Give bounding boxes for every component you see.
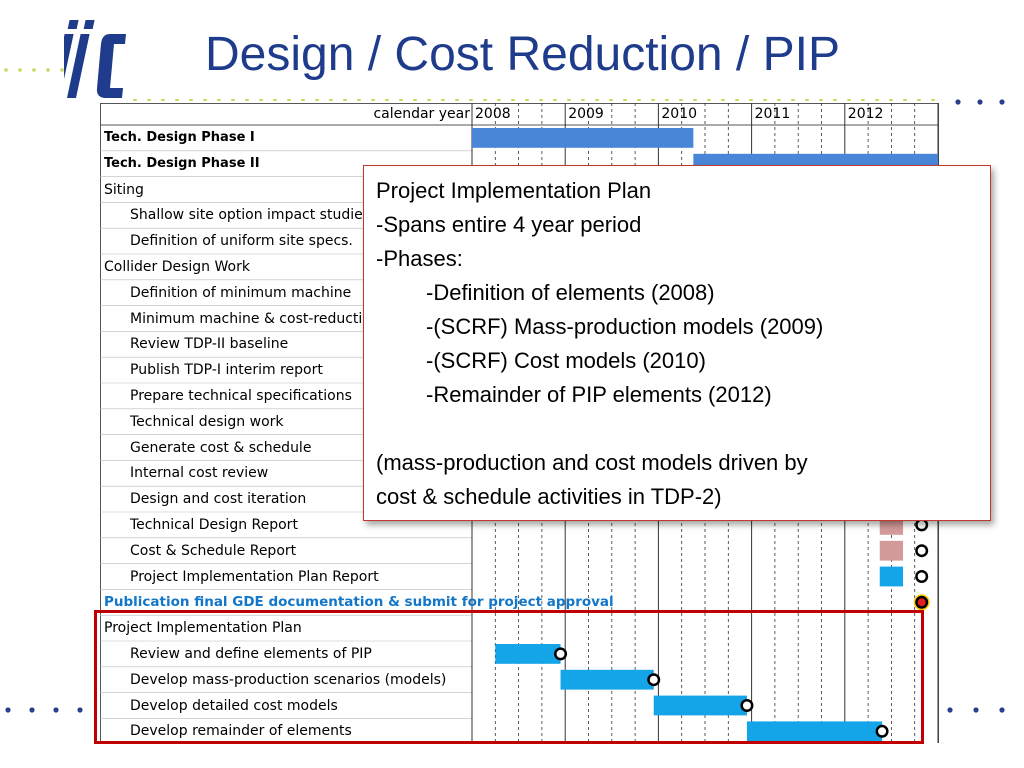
gantt-bar <box>879 566 904 587</box>
year-label: 2011 <box>754 106 791 122</box>
ilc-logo <box>50 18 144 104</box>
year-label: 2012 <box>847 106 884 122</box>
milestone-marker-inner <box>649 675 658 684</box>
task-row-label: Publication final GDE documentation & su… <box>104 594 614 611</box>
callout-note-line-2: cost & schedule activities in TDP-2) <box>376 484 722 509</box>
gantt-bar <box>746 721 883 742</box>
year-label: 2009 <box>568 106 604 122</box>
calendar-year-label: calendar year <box>373 106 470 122</box>
milestone-marker-inner <box>917 546 926 555</box>
task-row-label: Definition of uniform site specs. <box>130 233 353 250</box>
task-row-label: Review TDP-II baseline <box>130 336 289 353</box>
callout-line: -Definition of elements (2008) <box>426 280 715 305</box>
task-row-label: Develop detailed cost models <box>130 697 338 714</box>
callout-note-line-1: (mass-production and cost models driven … <box>376 450 808 475</box>
gantt-bar <box>879 540 904 561</box>
task-row-label: Project Implementation Plan <box>104 620 302 637</box>
milestone-marker-inner <box>878 727 887 736</box>
milestone-marker-inner <box>917 598 926 607</box>
task-row-label: Develop mass-production scenarios (model… <box>130 671 447 688</box>
callout-line: Project Implementation Plan <box>376 178 652 203</box>
task-row-label: Tech. Design Phase I <box>104 130 255 145</box>
gantt-chart: calendar year 2008 2009 2010 2011 2012 Tech.… <box>100 103 940 743</box>
decorative-dots-top-right <box>955 99 1005 105</box>
task-label-column: Tech. Design Phase I Tech. Design Phase I… <box>100 103 614 743</box>
task-row-label: Design and cost iteration <box>130 491 307 508</box>
gantt-bar <box>472 128 694 148</box>
task-row-label: Develop remainder of elements <box>130 723 352 740</box>
callout-line: -(SCRF) Mass-production models (2009) <box>426 314 824 339</box>
decorative-dots-top-left <box>4 68 64 72</box>
milestone-marker-inner <box>917 572 926 581</box>
task-row-label: Technical design work <box>130 413 284 430</box>
task-row-label: Cost & Schedule Report <box>130 542 297 559</box>
task-row-label: Shallow site option impact studies <box>130 207 371 224</box>
task-row-label: Generate cost & schedule <box>130 439 312 456</box>
pip-callout: Project Implementation Plan -Spans entire… <box>363 165 991 521</box>
task-row-label: Minimum machine & cost-reduction <box>130 310 380 327</box>
task-row-label: Review and define elements of PIP <box>130 646 372 662</box>
year-label: 2008 <box>475 106 511 122</box>
task-row-label: Prepare technical specifications <box>130 388 352 404</box>
decorative-dots-title-underline <box>133 99 947 101</box>
task-row-label: Project Implementation Plan Report <box>130 568 379 585</box>
callout-line: -(SCRF) Cost models (2010) <box>426 348 706 373</box>
task-row-label: Publish TDP-I interim report <box>130 362 323 379</box>
milestone-marker-inner <box>556 649 565 658</box>
task-row-label: Definition of minimum machine <box>130 284 352 301</box>
task-row-label: Tech. Design Phase II <box>104 155 260 171</box>
callout-line: -Remainder of PIP elements (2012) <box>426 382 772 407</box>
task-row-label: Siting <box>104 181 144 198</box>
callout-line: -Phases: <box>376 246 463 271</box>
gantt-bar <box>495 644 561 664</box>
gantt-bar <box>653 695 747 716</box>
milestone-marker-inner <box>742 701 751 710</box>
decorative-dots-bottom-left <box>5 707 83 713</box>
gantt-bar <box>560 669 654 690</box>
year-label: 2010 <box>661 106 698 122</box>
callout-line: -Spans entire 4 year period <box>376 212 642 237</box>
task-row-label: Technical Design Report <box>130 517 298 533</box>
pip-highlight-box <box>94 610 924 744</box>
task-row-label: Internal cost review <box>130 465 269 482</box>
slide-title: Design / Cost Reduction / PIP <box>205 28 840 81</box>
milestone-marker-inner <box>917 520 926 529</box>
task-row-label: Collider Design Work <box>104 259 250 275</box>
decorative-dots-bottom-right <box>947 707 1005 713</box>
